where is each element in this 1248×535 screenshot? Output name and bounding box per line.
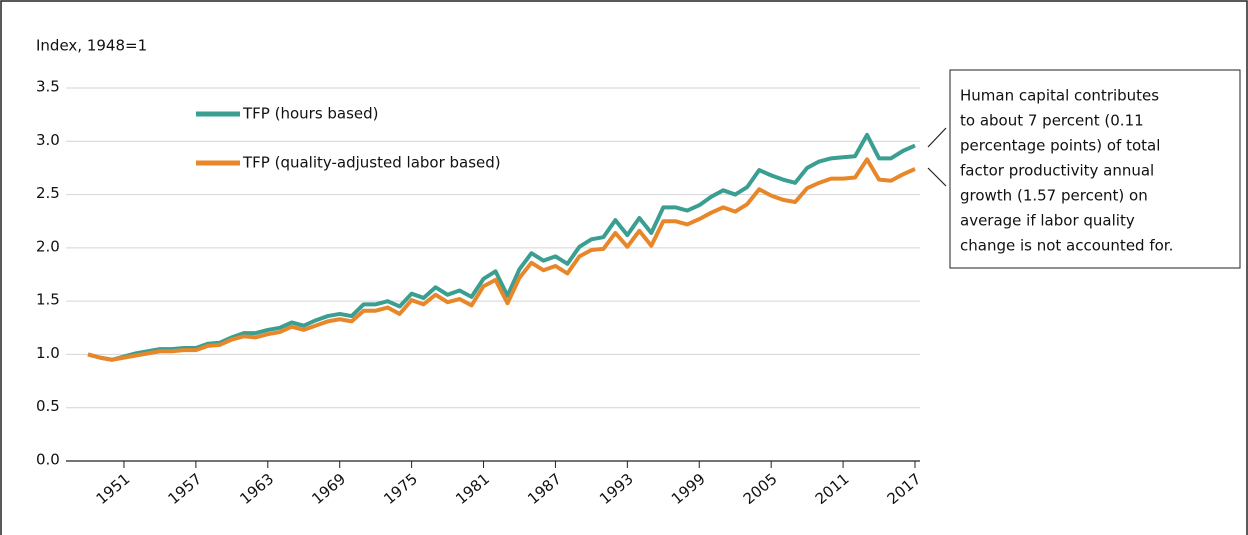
y-tick-label: 0.0 (36, 451, 60, 469)
annotation-line: average if labor quality (960, 212, 1135, 230)
x-tick-label: 1963 (236, 470, 277, 508)
y-tick-label: 3.5 (36, 78, 60, 96)
annotation-box (949, 69, 1241, 269)
y-tick-label: 3.0 (36, 131, 60, 149)
x-tick-label: 1975 (380, 470, 421, 508)
y-tick-label: 1.5 (36, 291, 60, 309)
axis-title: Index, 1948=1 (36, 37, 147, 55)
x-tick-label: 2005 (740, 470, 781, 508)
x-tick-label: 2011 (812, 470, 853, 508)
x-tick-label: 1987 (524, 470, 565, 508)
line (87, 157, 916, 362)
x-tick-label: 1969 (308, 470, 349, 508)
x-tick-label: 1993 (596, 470, 637, 508)
line (87, 132, 916, 362)
connector (927, 167, 947, 187)
x-tick-label: 1999 (668, 470, 709, 508)
x-tick-label: 2017 (884, 470, 925, 508)
annotation-line: Human capital contributes (960, 87, 1159, 105)
x-tick-label: 1981 (452, 470, 493, 508)
connector (927, 127, 947, 148)
y-tick-label: 1.0 (36, 344, 60, 362)
legend-label: TFP (quality-adjusted labor based) (242, 154, 501, 172)
annotation-line: percentage points) of total (960, 137, 1160, 155)
annotation-line: to about 7 percent (0.11 (960, 112, 1144, 130)
annotation-line: growth (1.57 percent) on (960, 187, 1148, 205)
y-tick-label: 2.5 (36, 184, 60, 202)
y-tick-label: 0.5 (36, 397, 60, 415)
annotation-line: change is not accounted for. (960, 237, 1173, 255)
x-tick-label: 1957 (165, 470, 206, 508)
y-tick-label: 2.0 (36, 237, 60, 255)
annotation-line: factor productivity annual (960, 162, 1154, 180)
legend-label: TFP (hours based) (242, 105, 379, 123)
x-tick-label: 1951 (93, 470, 134, 508)
